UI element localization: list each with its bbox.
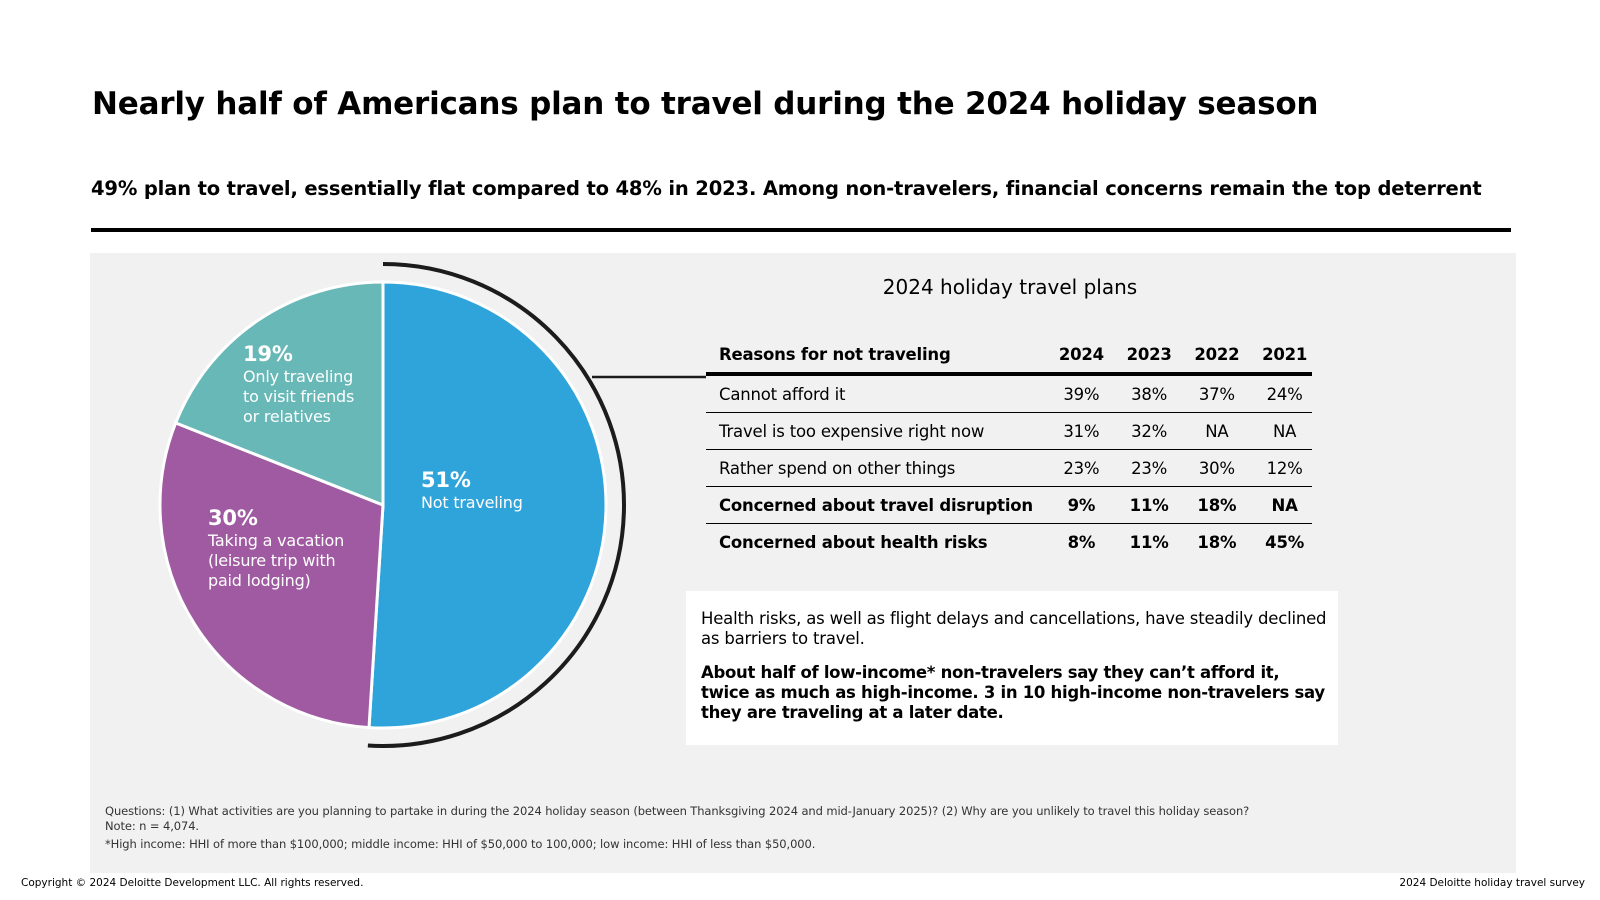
slice-label-vacation: 30% Taking a vacation (leisure trip with… (208, 505, 344, 591)
table-row: Cannot afford it 39% 38% 37% 24% (706, 374, 1312, 413)
slice-pct: 30% (208, 506, 258, 530)
cell-reason: Cannot afford it (706, 374, 1041, 413)
slice-label-not-traveling: 51% Not traveling (421, 467, 523, 513)
cell-reason: Rather spend on other things (706, 449, 1041, 487)
table-row: Rather spend on other things 23% 23% 30%… (706, 449, 1312, 487)
header-2021: 2021 (1244, 336, 1312, 376)
cell-value: 24% (1244, 374, 1312, 413)
cell-reason: Concerned about travel disruption (706, 486, 1041, 524)
cell-value: 31% (1041, 412, 1109, 450)
header-2024: 2024 (1041, 336, 1109, 376)
sample-note: Note: n = 4,074. (105, 819, 199, 833)
header-2022: 2022 (1176, 336, 1245, 376)
slice-pct: 51% (421, 468, 471, 492)
table-row: Concerned about health risks 8% 11% 18% … (706, 524, 1312, 561)
page-title: Nearly half of Americans plan to travel … (92, 86, 1319, 122)
copyright: Copyright © 2024 Deloitte Development LL… (21, 877, 364, 889)
chart-title: 2024 holiday travel plans (882, 275, 1138, 299)
footnotes: Questions: (1) What activities are you p… (105, 804, 1505, 852)
cell-value: 30% (1176, 449, 1245, 487)
cell-reason: Concerned about health risks (719, 532, 988, 552)
slice-label-visit-friends: 19% Only traveling to visit friends or r… (243, 341, 354, 427)
survey-questions: Questions: (1) What activities are you p… (105, 804, 1250, 818)
insight-highlight: About half of low-income* non-travelers … (701, 663, 1325, 722)
slice-text: Not traveling (421, 493, 523, 512)
cell-value: 45% (1265, 532, 1305, 552)
reasons-table: Reasons for not traveling 2024 2023 2022… (706, 336, 1312, 560)
header-2023: 2023 (1108, 336, 1177, 376)
cell-value: NA (1244, 486, 1312, 524)
cell-value: 32% (1108, 412, 1177, 450)
cell-value: 12% (1244, 449, 1312, 487)
highlight-arc (367, 262, 626, 748)
header-reason: Reasons for not traveling (706, 336, 1041, 376)
cell-value: 11% (1108, 486, 1177, 524)
cell-value: 8% (1067, 532, 1096, 552)
slice-text: Only traveling to visit friends or relat… (243, 367, 355, 426)
pie-slice-not-traveling (367, 280, 608, 730)
cell-value: 18% (1197, 532, 1237, 552)
page-subtitle: 49% plan to travel, essentially flat com… (91, 177, 1482, 200)
slice-text: Taking a vacation (leisure trip with pai… (208, 531, 345, 590)
table-row: Travel is too expensive right now 31% 32… (706, 412, 1312, 450)
cell-value: NA (1244, 412, 1312, 450)
insight-callout: Health risks, as well as flight delays a… (686, 591, 1338, 745)
cell-value: 38% (1108, 374, 1177, 413)
cell-value: 23% (1041, 449, 1109, 487)
pie-slice-vacation (158, 420, 385, 730)
cell-value: 11% (1129, 532, 1169, 552)
cell-value: 39% (1041, 374, 1109, 413)
cell-value: 37% (1176, 374, 1245, 413)
source-label: 2024 Deloitte holiday travel survey (1399, 877, 1585, 889)
cell-reason: Travel is too expensive right now (706, 412, 1041, 450)
cell-value: 23% (1108, 449, 1177, 487)
cell-value: 9% (1041, 486, 1109, 524)
title-divider (91, 228, 1511, 232)
table-row: Concerned about travel disruption 9% 11%… (706, 486, 1312, 524)
income-footnote: *High income: HHI of more than $100,000;… (105, 837, 816, 851)
pie-slice-visit-friends (173, 280, 385, 508)
cell-value: 18% (1176, 486, 1245, 524)
slice-pct: 19% (243, 342, 293, 366)
insight-text: Health risks, as well as flight delays a… (701, 609, 1327, 648)
table-header-row: Reasons for not traveling 2024 2023 2022… (706, 336, 1312, 376)
cell-value: NA (1176, 412, 1245, 450)
